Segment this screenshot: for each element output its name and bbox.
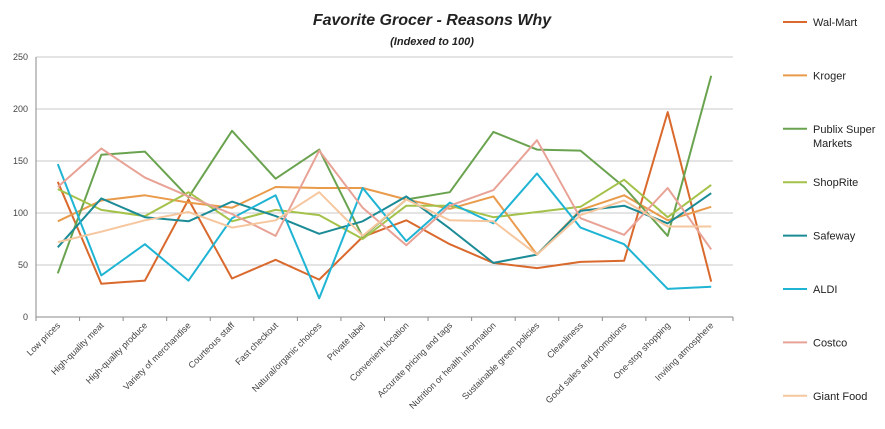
chart-subtitle: (Indexed to 100) <box>390 36 474 48</box>
legend-label: Wal-Mart <box>813 17 857 29</box>
x-tick-label: Good sales and promotions <box>544 320 629 405</box>
series-line-publix-super-markets <box>56 75 713 274</box>
series-lines <box>56 75 713 300</box>
series-line-aldi <box>56 163 712 300</box>
legend-label: ALDI <box>813 284 837 296</box>
legend-label: ShopRite <box>813 177 858 189</box>
y-tick-label: 150 <box>13 156 28 166</box>
legend: Wal-Mart Kroger Publix Super Markets ShopRit… <box>783 17 876 403</box>
x-tick-label: Accurate pricing and tags <box>375 320 454 399</box>
legend-label: Safeway <box>813 231 856 243</box>
x-tick-label: Nutrition or health information <box>407 320 498 411</box>
y-axis: 0 50 100 150 200 250 <box>13 52 37 322</box>
legend-label: Kroger <box>813 70 846 82</box>
x-tick-label: Sustainable green policies <box>460 320 542 402</box>
x-tick-label: Cleanliness <box>545 320 585 360</box>
x-tick-label: Private label <box>325 320 367 362</box>
series-line-shoprite <box>57 178 712 240</box>
legend-label: Giant Food <box>813 391 867 403</box>
series-line-kroger <box>57 186 712 256</box>
series-line-giant-food <box>57 191 712 256</box>
x-tick-label: Fast checkout <box>233 320 280 367</box>
y-tick-label: 0 <box>23 312 28 322</box>
legend-label: Costco <box>813 337 847 349</box>
x-tick-label: Low prices <box>25 320 63 358</box>
y-tick-label: 200 <box>13 104 28 114</box>
series-line-costco <box>57 139 713 250</box>
y-tick-label: 100 <box>13 208 28 218</box>
gridlines <box>36 56 733 318</box>
x-tick-label: Courteous staff <box>186 320 236 370</box>
legend-label: Publix Super Markets <box>813 124 876 150</box>
chart-title: Favorite Grocer - Reasons Why <box>313 12 552 29</box>
y-tick-label: 50 <box>18 260 28 270</box>
y-tick-label: 250 <box>13 52 28 62</box>
series-line-wal-mart <box>56 111 713 285</box>
